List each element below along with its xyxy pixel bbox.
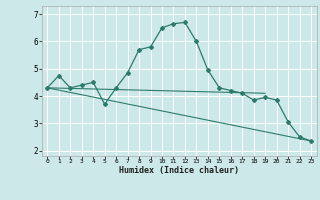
X-axis label: Humidex (Indice chaleur): Humidex (Indice chaleur) [119,166,239,175]
